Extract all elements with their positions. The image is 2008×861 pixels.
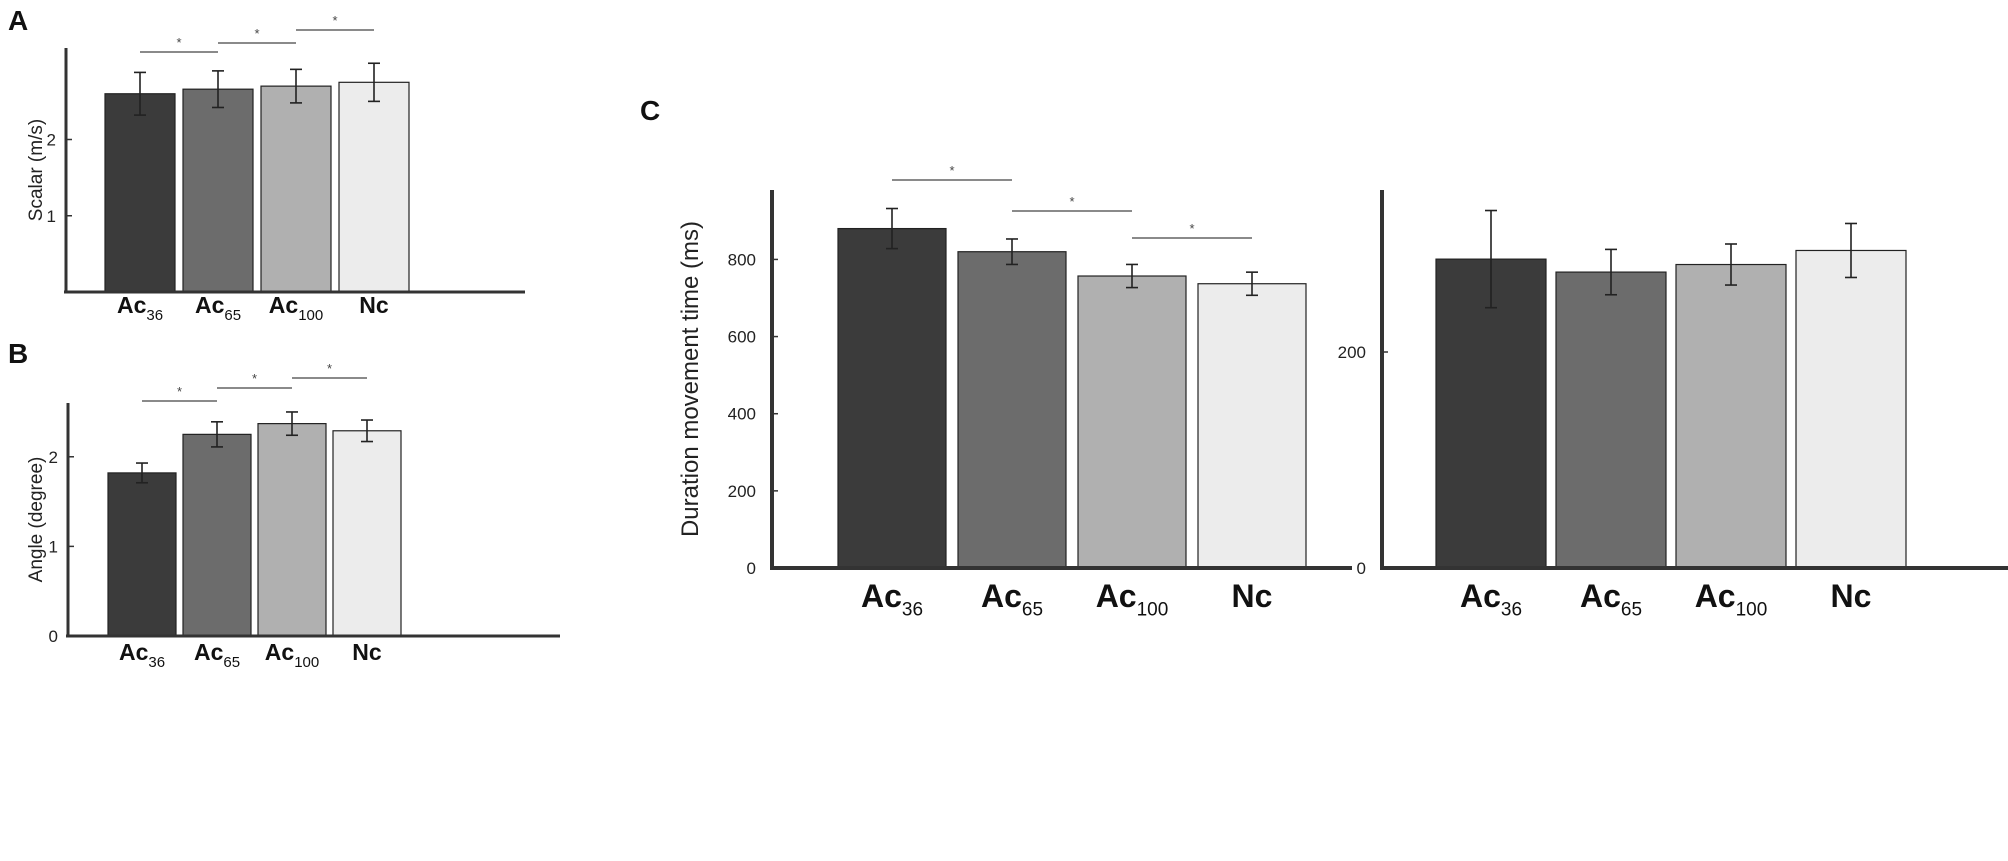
x-tick-label: Ac65: [195, 292, 241, 324]
bar: [332, 430, 402, 637]
error-bar: [211, 421, 223, 448]
error-bar: [134, 71, 146, 116]
significance-label: *: [332, 13, 337, 28]
error-bar: [286, 411, 298, 437]
bar: [1435, 258, 1547, 569]
bar: [1795, 249, 1907, 569]
bar: [182, 433, 252, 637]
x-tick-label: Nc: [1831, 578, 1872, 614]
x-tick-label: Ac36: [117, 292, 163, 324]
x-tick-label: Nc: [1232, 578, 1273, 614]
bar: [338, 81, 410, 293]
x-tick-label: Nc: [359, 292, 389, 318]
error-bar: [136, 462, 148, 484]
x-tick-label: Ac100: [265, 639, 319, 671]
y-axis-label: Angle (degree): [26, 457, 47, 583]
y-tick-label: 200: [1338, 343, 1366, 362]
x-tick-label: Ac100: [269, 292, 323, 324]
x-tick-label: Ac36: [1460, 578, 1522, 621]
y-tick-label: 0: [49, 627, 58, 646]
bar: [837, 227, 947, 569]
y-tick-label: 2: [49, 448, 58, 467]
y-axis-label: Scalar (m/s): [26, 119, 47, 221]
error-bar: [1845, 222, 1857, 279]
error-bar: [212, 70, 224, 109]
error-bar: [886, 207, 898, 250]
chart-panel-C-right: 0 200 Ac36 Ac65 Ac100 Nc: [1338, 190, 2008, 621]
significance-label: *: [252, 371, 257, 386]
error-bar: [361, 419, 373, 443]
panel-letter: C: [640, 95, 660, 126]
bar: [1197, 283, 1307, 569]
x-tick-label: Ac65: [1580, 578, 1642, 621]
y-tick-label: 0: [747, 559, 756, 578]
y-tick-label: 1: [47, 207, 56, 226]
bar: [1555, 271, 1667, 569]
chart-panel-C: C 0 200 400 600 800 Duration movement time (ms…: [640, 95, 1352, 621]
y-axis-label: Duration movement time (ms): [677, 221, 704, 537]
significance-label: *: [1069, 194, 1074, 209]
y-tick-label: 200: [728, 482, 756, 501]
y-tick-label: 0: [1357, 559, 1366, 578]
y-tick-label: 600: [728, 328, 756, 347]
bar: [257, 423, 327, 637]
x-tick-label: Ac100: [1695, 578, 1768, 621]
bar: [260, 85, 332, 293]
error-bar: [1605, 248, 1617, 296]
x-tick-label: Nc: [352, 639, 382, 665]
error-bar: [368, 62, 380, 103]
bar: [107, 472, 177, 637]
y-tick-label: 2: [47, 131, 56, 150]
panel-letter: B: [8, 338, 28, 369]
significance-label: *: [327, 361, 332, 376]
error-bar: [290, 68, 302, 104]
bar: [1077, 275, 1187, 569]
y-tick-label: 1: [49, 537, 58, 556]
significance-label: *: [949, 163, 954, 178]
bar: [182, 88, 254, 293]
error-bar: [1006, 238, 1018, 266]
significance-label: *: [177, 384, 182, 399]
error-bar: [1485, 209, 1497, 309]
significance-label: *: [1189, 221, 1194, 236]
y-tick-label: 800: [728, 250, 756, 269]
bar: [1675, 263, 1787, 569]
error-bar: [1725, 243, 1737, 286]
x-tick-label: Ac36: [119, 639, 165, 671]
panel-letter: A: [8, 5, 28, 36]
x-tick-label: Ac100: [1096, 578, 1169, 621]
x-tick-label: Ac36: [861, 578, 923, 621]
bar: [957, 251, 1067, 569]
bar: [104, 93, 176, 293]
error-bar: [1246, 271, 1258, 297]
significance-label: *: [176, 35, 181, 50]
x-tick-label: Ac65: [981, 578, 1043, 621]
significance-label: *: [254, 26, 259, 41]
x-tick-label: Ac65: [194, 639, 240, 671]
error-bar: [1126, 263, 1138, 289]
y-tick-label: 400: [728, 405, 756, 424]
